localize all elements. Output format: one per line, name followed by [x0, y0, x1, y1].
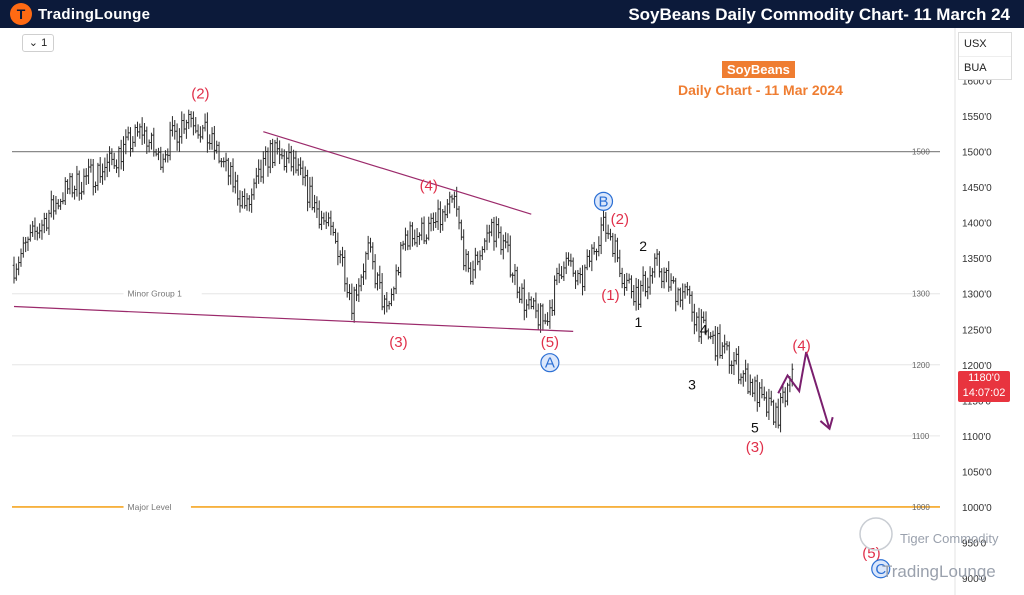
price-bars — [12, 109, 794, 433]
annotation-title: SoyBeans — [722, 61, 795, 78]
price-chart[interactable]: 16501600'01550'01500'01450'01400'01350'0… — [0, 28, 1024, 595]
trendline-lower — [13, 305, 574, 332]
wave-label: 2 — [639, 238, 647, 254]
wave-label: (3) — [746, 439, 764, 456]
level-name-bg — [123, 500, 191, 512]
wave-label: (3) — [389, 334, 407, 351]
wave-label: B — [598, 193, 608, 210]
level-price-label: 1100 — [912, 432, 930, 441]
wave-circle-icon — [593, 191, 614, 211]
last-price-tag: 1180'0 14:07:02 — [958, 371, 1010, 402]
projection-path — [777, 351, 831, 430]
level-price-label: 1500 — [912, 148, 930, 157]
watermark-logo-icon — [859, 517, 893, 551]
y-tick-label: 1400'0 — [962, 219, 992, 230]
y-tick-label: 1100'0 — [962, 432, 991, 443]
y-tick-label: 1250'0 — [962, 325, 992, 336]
wave-label: (5) — [862, 545, 880, 562]
watermark-line2: TradingLounge — [882, 562, 996, 581]
level-name: Minor Group 1 — [128, 289, 183, 299]
wave-label: (2) — [611, 211, 629, 228]
currency-label: USX — [964, 38, 987, 50]
currency-box[interactable]: USX BUA — [958, 32, 1012, 80]
wave-label: (4) — [792, 338, 810, 355]
level-price-label: 1200 — [912, 361, 930, 370]
y-tick-label: 1500'0 — [962, 148, 992, 159]
brand-badge-icon: T — [10, 3, 32, 25]
y-tick-label: 1000'0 — [962, 503, 992, 514]
interval-label: 1 — [41, 37, 48, 49]
y-tick-label: 1450'0 — [962, 183, 992, 194]
wave-circle-icon — [540, 353, 560, 373]
y-tick-label: 1600'0 — [962, 77, 992, 88]
y-tick-label: 1300'0 — [962, 290, 992, 301]
wave-label: (1) — [601, 287, 619, 304]
wave-label: (4) — [420, 178, 438, 195]
source-label: BUA — [959, 56, 1011, 80]
chevron-down-icon: ⌄ — [28, 37, 39, 49]
level-name: Major Level — [128, 502, 172, 512]
wave-label: 3 — [688, 377, 696, 393]
level-name-bg — [123, 287, 202, 299]
wave-label: A — [545, 355, 555, 372]
annotation-subtitle: Daily Chart - 11 Mar 2024 — [678, 82, 843, 98]
watermark-line1: Tiger Commodity — [900, 531, 999, 546]
y-tick-label: 1200'0 — [962, 361, 992, 372]
wave-label: 1 — [635, 314, 643, 330]
level-price-label: 1300 — [912, 290, 930, 299]
wave-label: C — [875, 561, 886, 578]
wave-circle-icon — [871, 559, 891, 579]
wave-label: 4 — [700, 321, 708, 337]
wave-label: 5 — [751, 419, 759, 435]
page-title: SoyBeans Daily Commodity Chart- 11 March… — [628, 5, 1010, 24]
arrow-head-icon — [819, 416, 834, 431]
level-price-label: 1000 — [912, 503, 930, 512]
last-price: 1180'0 — [968, 372, 1000, 384]
header-bar: T TradingLounge SoyBeans Daily Commodity… — [0, 0, 1024, 28]
y-tick-label: 1550'0 — [962, 112, 992, 123]
y-tick-label: 1050'0 — [962, 467, 992, 478]
brand-name: TradingLounge — [38, 5, 151, 23]
wave-label: (5) — [541, 334, 559, 351]
brand-logo: T TradingLounge — [10, 3, 150, 25]
y-tick-label: 1350'0 — [962, 254, 992, 265]
y-tick-label: 900'0 — [962, 574, 987, 585]
wave-label: (2) — [191, 85, 209, 102]
trendline-upper — [263, 131, 532, 215]
interval-selector[interactable]: ⌄ 1 — [22, 34, 54, 52]
bar-countdown: 14:07:02 — [962, 387, 1006, 399]
y-tick-label: 950'0 — [962, 538, 987, 549]
